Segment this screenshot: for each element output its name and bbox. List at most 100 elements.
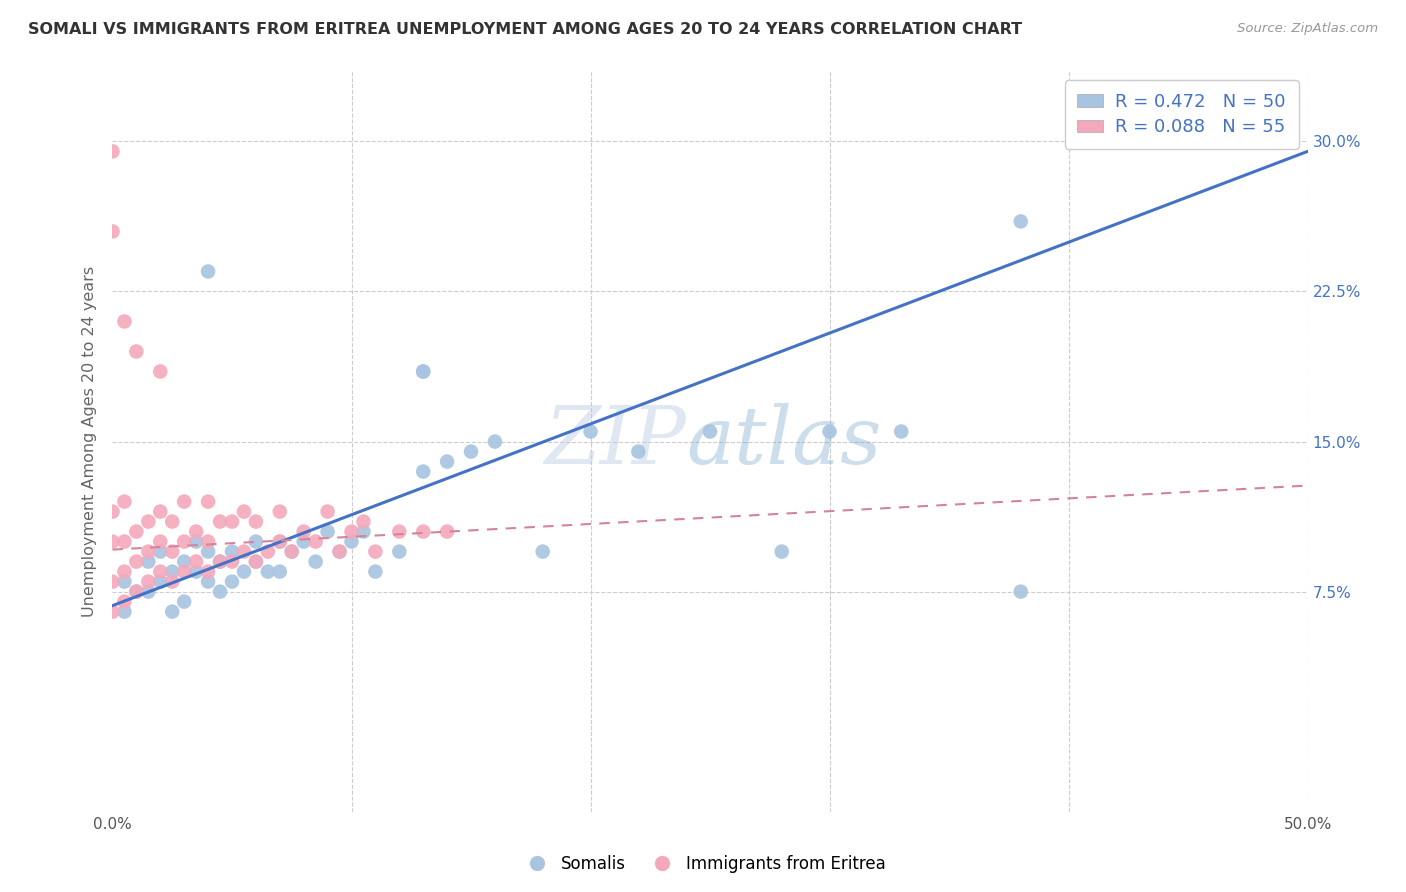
- Point: [101, 534, 124, 549]
- Point: [101, 574, 124, 589]
- Point: [352, 515, 374, 529]
- Point: [197, 494, 219, 508]
- Point: [340, 534, 363, 549]
- Point: [101, 505, 124, 519]
- Point: [162, 515, 183, 529]
- Point: [292, 524, 315, 539]
- Point: [221, 574, 243, 589]
- Point: [138, 544, 160, 558]
- Point: [162, 574, 183, 589]
- Point: [233, 505, 256, 519]
- Point: [329, 544, 352, 558]
- Point: [281, 544, 304, 558]
- Point: [579, 425, 602, 439]
- Point: [245, 515, 267, 529]
- Point: [412, 364, 434, 378]
- Point: [173, 565, 195, 579]
- Point: [221, 555, 243, 569]
- Point: [209, 515, 232, 529]
- Point: [101, 605, 124, 619]
- Point: [1010, 214, 1032, 228]
- Point: [627, 444, 650, 458]
- Point: [890, 425, 912, 439]
- Point: [209, 555, 232, 569]
- Point: [209, 584, 232, 599]
- Point: [186, 524, 208, 539]
- Point: [186, 565, 208, 579]
- Point: [125, 584, 148, 599]
- Point: [197, 534, 219, 549]
- Point: [316, 505, 339, 519]
- Point: [245, 555, 267, 569]
- Point: [149, 505, 172, 519]
- Point: [460, 444, 482, 458]
- Point: [197, 565, 219, 579]
- Point: [149, 565, 172, 579]
- Point: [173, 494, 195, 508]
- Point: [1010, 584, 1032, 599]
- Point: [436, 524, 458, 539]
- Point: [114, 494, 135, 508]
- Point: [269, 505, 291, 519]
- Legend: Somalis, Immigrants from Eritrea: Somalis, Immigrants from Eritrea: [515, 848, 891, 880]
- Point: [818, 425, 841, 439]
- Point: [173, 594, 195, 608]
- Point: [173, 555, 195, 569]
- Point: [114, 594, 135, 608]
- Point: [125, 524, 148, 539]
- Point: [138, 584, 160, 599]
- Point: [233, 565, 256, 579]
- Point: [149, 364, 172, 378]
- Point: [114, 314, 135, 328]
- Point: [149, 534, 172, 549]
- Point: [245, 555, 267, 569]
- Point: [101, 224, 124, 238]
- Point: [281, 544, 304, 558]
- Point: [221, 544, 243, 558]
- Point: [138, 555, 160, 569]
- Point: [162, 605, 183, 619]
- Point: [221, 515, 243, 529]
- Point: [162, 565, 183, 579]
- Point: [257, 544, 280, 558]
- Point: [114, 534, 135, 549]
- Point: [316, 524, 339, 539]
- Point: [125, 555, 148, 569]
- Point: [340, 524, 363, 539]
- Point: [197, 544, 219, 558]
- Point: [305, 534, 328, 549]
- Point: [233, 544, 256, 558]
- Point: [388, 544, 411, 558]
- Legend: R = 0.472   N = 50, R = 0.088   N = 55: R = 0.472 N = 50, R = 0.088 N = 55: [1064, 80, 1299, 149]
- Point: [412, 364, 434, 378]
- Point: [436, 454, 458, 468]
- Point: [257, 565, 280, 579]
- Point: [114, 565, 135, 579]
- Point: [173, 534, 195, 549]
- Point: [245, 534, 267, 549]
- Point: [412, 465, 434, 479]
- Point: [114, 605, 135, 619]
- Point: [149, 574, 172, 589]
- Y-axis label: Unemployment Among Ages 20 to 24 years: Unemployment Among Ages 20 to 24 years: [82, 266, 97, 617]
- Point: [197, 574, 219, 589]
- Point: [138, 515, 160, 529]
- Point: [149, 544, 172, 558]
- Point: [125, 344, 148, 359]
- Point: [699, 425, 721, 439]
- Point: [101, 145, 124, 159]
- Point: [305, 555, 328, 569]
- Text: atlas: atlas: [686, 403, 882, 480]
- Text: ZIP: ZIP: [544, 403, 686, 480]
- Point: [484, 434, 506, 449]
- Point: [388, 524, 411, 539]
- Point: [531, 544, 554, 558]
- Point: [186, 534, 208, 549]
- Point: [162, 544, 183, 558]
- Text: SOMALI VS IMMIGRANTS FROM ERITREA UNEMPLOYMENT AMONG AGES 20 TO 24 YEARS CORRELA: SOMALI VS IMMIGRANTS FROM ERITREA UNEMPL…: [28, 22, 1022, 37]
- Point: [138, 574, 160, 589]
- Point: [269, 534, 291, 549]
- Point: [269, 534, 291, 549]
- Point: [412, 524, 434, 539]
- Point: [197, 264, 219, 278]
